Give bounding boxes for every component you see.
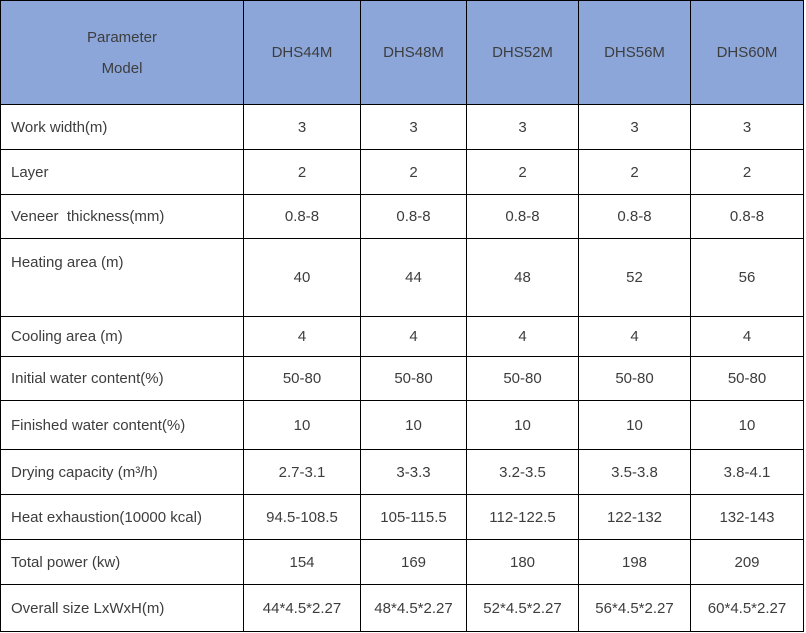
cell-value: 3 — [243, 104, 361, 150]
cell-value: 48 — [466, 238, 579, 317]
cell-value: 2 — [466, 149, 579, 195]
cell-value: 50-80 — [243, 356, 361, 401]
row-veneer-thickness: Veneer thickness(mm) 0.8-8 0.8-8 0.8-8 0… — [0, 194, 804, 239]
row-heating-area: Heating area (m) 40 44 48 52 56 — [0, 238, 804, 317]
cell-value: 112-122.5 — [466, 494, 579, 540]
column-header-dhs44m: DHS44M — [243, 0, 361, 105]
row-label: Drying capacity (m³/h) — [0, 449, 244, 495]
row-heat-exhaustion: Heat exhaustion(10000 kcal) 94.5-108.5 1… — [0, 494, 804, 540]
cell-value: 3.5-3.8 — [578, 449, 691, 495]
row-work-width: Work width(m) 3 3 3 3 3 — [0, 104, 804, 150]
cell-value: 2 — [243, 149, 361, 195]
cell-value: 2 — [690, 149, 804, 195]
row-label: Initial water content(%) — [0, 356, 244, 401]
cell-value: 50-80 — [690, 356, 804, 401]
cell-value: 10 — [243, 400, 361, 450]
row-label: Heat exhaustion(10000 kcal) — [0, 494, 244, 540]
column-header-dhs48m: DHS48M — [360, 0, 467, 105]
cell-value: 60*4.5*2.27 — [690, 584, 804, 632]
cell-value: 0.8-8 — [578, 194, 691, 239]
cell-value: 2.7-3.1 — [243, 449, 361, 495]
header-row: Parameter Model DHS44M DHS48M DHS52M DHS… — [0, 0, 804, 105]
cell-value: 44*4.5*2.27 — [243, 584, 361, 632]
cell-value: 44 — [360, 238, 467, 317]
row-total-power: Total power (kw) 154 169 180 198 209 — [0, 539, 804, 585]
corner-label-parameter: Parameter — [86, 28, 158, 46]
cell-value: 0.8-8 — [466, 194, 579, 239]
cell-value: 52 — [578, 238, 691, 317]
cell-value: 56 — [690, 238, 804, 317]
row-drying-capacity: Drying capacity (m³/h) 2.7-3.1 3-3.3 3.2… — [0, 449, 804, 495]
cell-value: 169 — [360, 539, 467, 585]
cell-value: 198 — [578, 539, 691, 585]
cell-value: 122-132 — [578, 494, 691, 540]
cell-value: 4 — [360, 316, 467, 357]
cell-value: 132-143 — [690, 494, 804, 540]
column-header-dhs56m: DHS56M — [578, 0, 691, 105]
corner-label-model: Model — [101, 59, 143, 77]
row-cooling-area: Cooling area (m) 4 4 4 4 4 — [0, 316, 804, 357]
row-label: Cooling area (m) — [0, 316, 244, 357]
cell-value: 94.5-108.5 — [243, 494, 361, 540]
cell-value: 10 — [578, 400, 691, 450]
column-header-dhs52m: DHS52M — [466, 0, 579, 105]
column-header-dhs60m: DHS60M — [690, 0, 804, 105]
cell-value: 48*4.5*2.27 — [360, 584, 467, 632]
cell-value: 4 — [578, 316, 691, 357]
cell-value: 3 — [360, 104, 467, 150]
cell-value: 209 — [690, 539, 804, 585]
cell-value: 180 — [466, 539, 579, 585]
cell-value: 3.8-4.1 — [690, 449, 804, 495]
row-label: Veneer thickness(mm) — [0, 194, 244, 239]
cell-value: 3-3.3 — [360, 449, 467, 495]
row-finished-water-content: Finished water content(%) 10 10 10 10 10 — [0, 400, 804, 450]
cell-value: 52*4.5*2.27 — [466, 584, 579, 632]
cell-value: 2 — [578, 149, 691, 195]
cell-value: 0.8-8 — [243, 194, 361, 239]
cell-value: 3 — [578, 104, 691, 150]
cell-value: 56*4.5*2.27 — [578, 584, 691, 632]
cell-value: 154 — [243, 539, 361, 585]
cell-value: 4 — [690, 316, 804, 357]
cell-value: 50-80 — [466, 356, 579, 401]
cell-value: 10 — [690, 400, 804, 450]
cell-value: 4 — [243, 316, 361, 357]
row-initial-water-content: Initial water content(%) 50-80 50-80 50-… — [0, 356, 804, 401]
row-layer: Layer 2 2 2 2 2 — [0, 149, 804, 195]
cell-value: 3.2-3.5 — [466, 449, 579, 495]
cell-value: 50-80 — [360, 356, 467, 401]
row-label: Total power (kw) — [0, 539, 244, 585]
cell-value: 0.8-8 — [360, 194, 467, 239]
row-overall-size: Overall size LxWxH(m) 44*4.5*2.27 48*4.5… — [0, 584, 804, 632]
cell-value: 50-80 — [578, 356, 691, 401]
cell-value: 2 — [360, 149, 467, 195]
row-label: Finished water content(%) — [0, 400, 244, 450]
cell-value: 3 — [690, 104, 804, 150]
cell-value: 4 — [466, 316, 579, 357]
row-label: Work width(m) — [0, 104, 244, 150]
cell-value: 10 — [466, 400, 579, 450]
cell-value: 3 — [466, 104, 579, 150]
cell-value: 105-115.5 — [360, 494, 467, 540]
cell-value: 10 — [360, 400, 467, 450]
row-label: Overall size LxWxH(m) — [0, 584, 244, 632]
corner-cell: Parameter Model — [0, 0, 244, 105]
cell-value: 40 — [243, 238, 361, 317]
row-label: Heating area (m) — [0, 238, 244, 317]
row-label: Layer — [0, 149, 244, 195]
cell-value: 0.8-8 — [690, 194, 804, 239]
